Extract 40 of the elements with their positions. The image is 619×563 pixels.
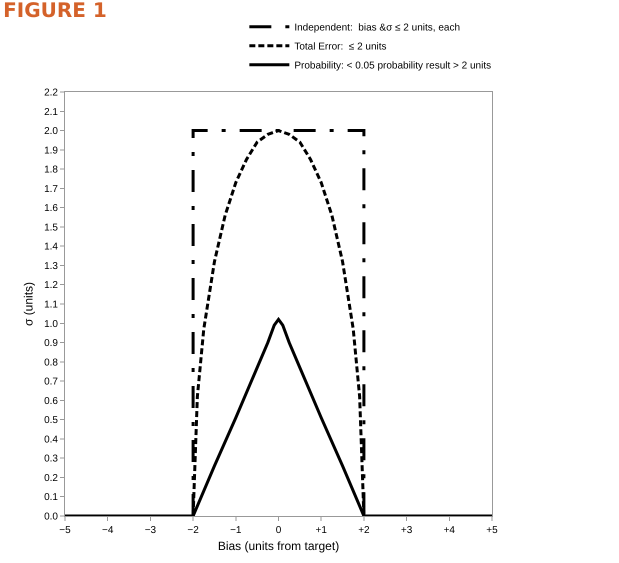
y-tick-label: 1.8 — [44, 164, 58, 176]
legend-label: Independent: bias &σ ≤ 2 units, each — [294, 22, 460, 34]
y-tick-label: 1.9 — [44, 145, 58, 156]
y-tick-label: 0.2 — [44, 472, 58, 484]
x-tick-label: −3 — [144, 525, 157, 536]
y-tick-label: 0.5 — [44, 415, 58, 426]
legend-label: Total Error: ≤ 2 units — [294, 42, 387, 53]
x-tick-label: −4 — [102, 525, 114, 536]
y-tick-label: 0.8 — [44, 357, 58, 368]
y-tick-label: 0.6 — [44, 396, 58, 407]
y-tick-label: 1.6 — [44, 203, 58, 214]
x-tick-label: +5 — [486, 525, 498, 536]
y-tick-label: 0.0 — [44, 512, 58, 522]
y-tick-label: 1.5 — [44, 222, 58, 234]
x-tick-label: −2 — [187, 525, 200, 536]
y-tick-label: 1.4 — [44, 242, 58, 253]
y-tick-label: 1.7 — [44, 184, 58, 195]
chart-title: FIGURE 1 — [3, 0, 107, 22]
x-tick-label: +4 — [444, 525, 456, 536]
x-tick-label: +3 — [400, 525, 413, 536]
x-tick-label: 0 — [276, 525, 282, 536]
y-tick-label: 0.7 — [44, 376, 58, 388]
y-tick-label: 2.1 — [44, 106, 58, 118]
x-tick-label: +1 — [315, 525, 328, 536]
y-tick-label: 0.9 — [44, 338, 58, 350]
y-tick-label: 2.0 — [44, 126, 58, 138]
y-axis-title: σ (units) — [21, 282, 36, 326]
y-tick-label: 1.2 — [44, 280, 58, 292]
y-tick-label: 0.4 — [44, 434, 58, 446]
x-tick-label: −1 — [230, 525, 242, 536]
y-tick-label: 1.3 — [44, 260, 58, 272]
legend-label: Probability: < 0.05 probability result > 2 units — [294, 60, 492, 72]
x-tick-label: −5 — [59, 525, 72, 536]
y-tick-label: 0.1 — [44, 492, 58, 504]
x-axis-title: Bias (units from target) — [218, 538, 340, 553]
y-tick-label: 1.1 — [44, 300, 58, 310]
y-tick-label: 2.2 — [44, 88, 58, 98]
y-tick-label: 1.0 — [44, 318, 58, 330]
x-tick-label: +2 — [358, 525, 370, 536]
y-tick-label: 0.3 — [44, 454, 58, 465]
